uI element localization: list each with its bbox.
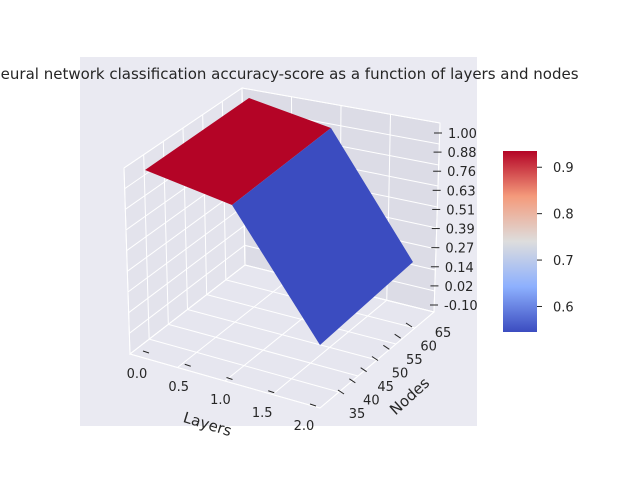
z-tick-label: -0.10	[444, 299, 478, 314]
x-tick-label: 1.0	[210, 393, 231, 408]
surface-low-region	[232, 128, 413, 345]
surface-high-region	[145, 98, 331, 205]
y-tick-mark	[371, 356, 379, 361]
colorbar	[503, 151, 537, 332]
y-tick-mark	[360, 367, 367, 373]
y-tick-label: 40	[363, 394, 380, 409]
y-grid-line	[123, 167, 321, 409]
y-tick-mark	[337, 389, 345, 395]
x-tick-mark	[268, 390, 275, 394]
y-tick-label: 35	[349, 407, 366, 422]
x-tick-label: 0.0	[127, 367, 148, 382]
x-tick-mark	[226, 377, 233, 380]
colorbar-tick-labels: 0.6 0.7 0.8 0.9	[537, 161, 574, 315]
y-grid-line	[143, 154, 340, 393]
colorbar-tick-label: 0.9	[553, 161, 574, 176]
y-tick-mark	[349, 378, 356, 384]
z-tick-label: 0.63	[447, 184, 476, 199]
x-tick-mark	[184, 363, 191, 367]
y-tick-mark	[405, 322, 413, 328]
x-tick-labels: 0.0 0.5 1.0 1.5 2.0	[127, 350, 317, 434]
y-tick-label: 55	[406, 353, 423, 368]
colorbar-tick-label: 0.8	[553, 208, 574, 223]
y-grid-line	[182, 127, 378, 361]
y-tick-label: 65	[435, 326, 452, 341]
y-grid-line	[162, 141, 359, 377]
x-tick-mark	[142, 350, 150, 354]
chart-title: Neural network classification accuracy-s…	[0, 65, 579, 83]
x-tick-label: 2.0	[294, 419, 315, 434]
x-tick-label: 1.5	[252, 406, 273, 421]
z-tick-label: 0.51	[446, 203, 475, 218]
z-tick-label: 0.14	[445, 261, 474, 276]
colorbar-tick-label: 0.6	[553, 300, 574, 315]
z-tick-label: 0.76	[447, 165, 476, 180]
y-tick-label: 45	[377, 380, 394, 395]
z-tick-label: 0.88	[448, 146, 477, 161]
z-tick-label: 0.39	[446, 223, 475, 238]
x-tick-label: 0.5	[168, 380, 189, 395]
z-tick-label: 1.00	[448, 127, 477, 142]
z-tick-label: 0.27	[445, 242, 474, 257]
y-tick-label: 50	[392, 367, 409, 382]
colorbar-tick-label: 0.7	[553, 254, 574, 269]
x-tick-mark	[309, 403, 317, 407]
z-tick-labels: -0.10 0.02 0.14 0.27 0.39 0.51 0.63 0.76 0.88 1.0…	[430, 127, 478, 314]
y-tick-mark	[383, 344, 390, 350]
y-tick-label: 60	[420, 340, 437, 355]
z-tick-label: 0.02	[444, 280, 473, 295]
y-tick-mark	[394, 333, 401, 339]
